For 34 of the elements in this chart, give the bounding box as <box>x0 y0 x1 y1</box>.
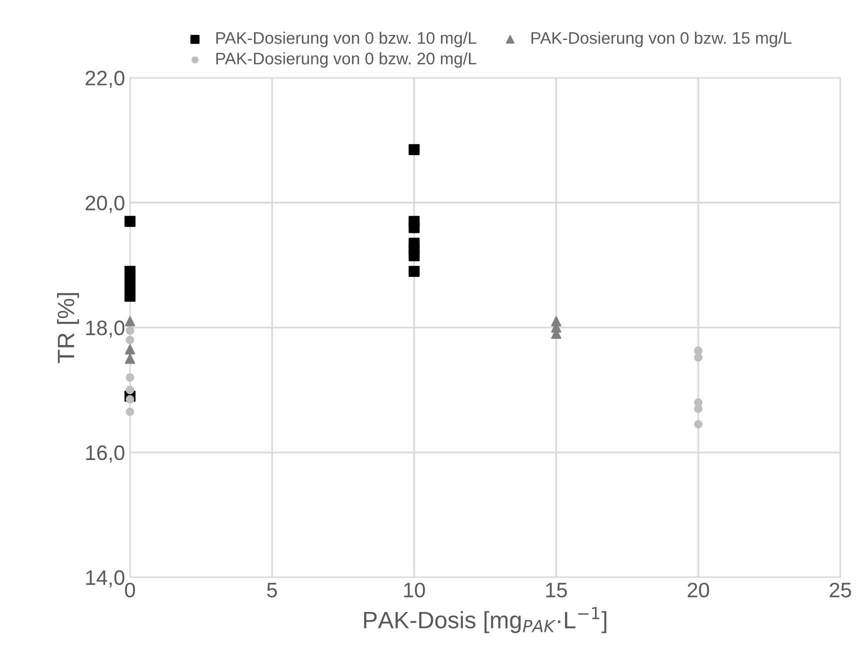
point <box>694 353 703 362</box>
legend-label: PAK-Dosierung von 0 bzw. 15 mg/L <box>532 32 792 48</box>
y-tick-label: 14,0 <box>86 570 124 588</box>
x-tick-label: 15 <box>546 582 567 598</box>
legend-label: PAK-Dosierung von 0 bzw. 20 mg/L <box>216 52 476 68</box>
point <box>408 144 420 156</box>
point <box>408 222 420 234</box>
point <box>126 326 134 335</box>
point <box>124 344 136 354</box>
point <box>694 420 703 429</box>
x-tick-label: 10 <box>404 582 425 598</box>
y-tick-label: 20,0 <box>86 196 124 213</box>
point <box>126 386 134 394</box>
point <box>126 336 134 344</box>
x-tick-label: 20 <box>688 582 710 598</box>
point <box>126 395 134 404</box>
point <box>126 408 134 416</box>
point <box>124 216 136 227</box>
point <box>124 316 136 326</box>
x-tick-label: 0 <box>125 582 135 598</box>
x-axis-title: PAK-Dosis [mg$_{PAK}$·L$^{−1}$] <box>364 607 606 634</box>
point <box>126 373 134 382</box>
point <box>124 290 136 302</box>
point <box>124 354 136 364</box>
x-tick-label: 25 <box>830 582 852 598</box>
point <box>694 346 703 355</box>
y-tick-label: 18,0 <box>86 320 124 338</box>
point <box>408 250 420 262</box>
y-tick-label: 22,0 <box>86 70 124 88</box>
legend-label: PAK-Dosierung von 0 bzw. 10 mg/L <box>216 32 476 48</box>
x-tick-label: 5 <box>267 582 277 598</box>
y-axis-title: TR [%] <box>57 293 80 364</box>
y-tick-label: 16,0 <box>86 445 124 463</box>
point <box>408 266 420 277</box>
